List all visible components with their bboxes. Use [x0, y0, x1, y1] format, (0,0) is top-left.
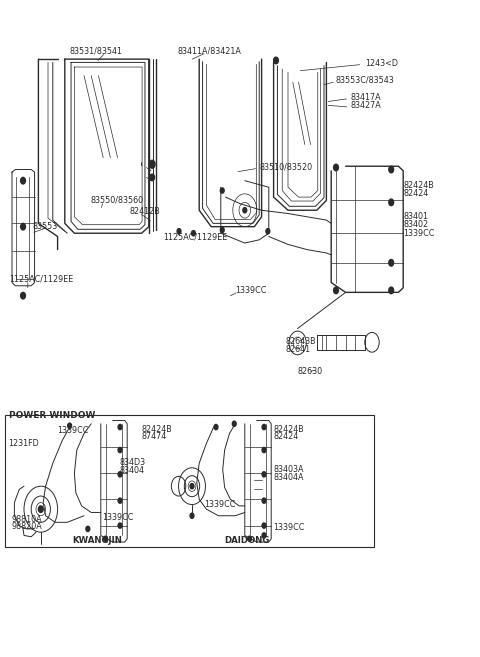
Text: 83550/83560: 83550/83560 — [90, 195, 144, 204]
Text: 98810A: 98810A — [12, 514, 43, 524]
Text: 1125AC/1129EE: 1125AC/1129EE — [163, 232, 228, 241]
Text: 82424B: 82424B — [403, 181, 434, 190]
Circle shape — [220, 227, 224, 233]
Text: 1339CC: 1339CC — [403, 229, 434, 238]
Circle shape — [118, 447, 122, 453]
Circle shape — [389, 260, 394, 266]
Text: 83404: 83404 — [119, 466, 144, 475]
Text: 82630: 82630 — [298, 367, 323, 376]
Text: 83401: 83401 — [403, 212, 428, 221]
Circle shape — [21, 292, 25, 299]
Circle shape — [118, 472, 122, 477]
Circle shape — [38, 506, 43, 512]
Circle shape — [262, 424, 266, 430]
Circle shape — [262, 472, 266, 477]
Text: 83417A: 83417A — [350, 93, 381, 102]
Text: 1125AC/1129EE: 1125AC/1129EE — [10, 274, 74, 283]
Circle shape — [248, 536, 252, 541]
Circle shape — [334, 287, 338, 294]
Circle shape — [86, 526, 90, 532]
Circle shape — [389, 199, 394, 206]
Text: 1339CC: 1339CC — [204, 500, 235, 509]
Text: 1339CC: 1339CC — [102, 513, 133, 522]
Circle shape — [21, 177, 25, 184]
Text: 82424: 82424 — [274, 432, 299, 442]
Text: DAIDONG: DAIDONG — [225, 535, 270, 545]
Text: 83404A: 83404A — [274, 473, 304, 482]
Circle shape — [262, 498, 266, 503]
Text: 1243<D: 1243<D — [365, 59, 398, 68]
Circle shape — [389, 166, 394, 173]
Text: POWER WINDOW: POWER WINDOW — [9, 411, 95, 420]
Circle shape — [262, 533, 266, 538]
Circle shape — [220, 188, 224, 193]
Circle shape — [149, 160, 155, 168]
Circle shape — [262, 523, 266, 528]
Text: 87474: 87474 — [142, 432, 167, 442]
Text: 82424: 82424 — [403, 189, 429, 198]
Text: 1231FD: 1231FD — [9, 439, 39, 448]
Text: 82424B: 82424B — [274, 424, 304, 434]
Circle shape — [104, 536, 108, 541]
Text: KWANGJIN: KWANGJIN — [72, 535, 122, 545]
Text: 834D3: 834D3 — [119, 458, 145, 467]
Text: 83553: 83553 — [33, 222, 58, 231]
Text: 82643B: 82643B — [286, 337, 316, 346]
Circle shape — [150, 174, 155, 181]
Circle shape — [262, 447, 266, 453]
Circle shape — [21, 223, 25, 230]
Text: 83531/83541: 83531/83541 — [70, 47, 122, 56]
Text: 83402: 83402 — [403, 220, 428, 229]
Circle shape — [243, 208, 247, 213]
Text: 1339CC: 1339CC — [235, 286, 266, 295]
Text: 83427A: 83427A — [350, 101, 381, 110]
Circle shape — [232, 421, 236, 426]
Text: 83403A: 83403A — [274, 465, 304, 474]
Circle shape — [192, 231, 195, 236]
Bar — [5, 415, 374, 547]
Text: 1339CC: 1339CC — [58, 426, 89, 435]
Circle shape — [190, 513, 194, 518]
Circle shape — [266, 229, 270, 234]
Text: 83411A/83421A: 83411A/83421A — [178, 47, 241, 56]
Text: 82424B: 82424B — [142, 424, 172, 434]
Circle shape — [177, 229, 181, 234]
Circle shape — [274, 57, 278, 64]
Text: 98820A: 98820A — [12, 522, 43, 532]
Text: 1339CC: 1339CC — [274, 523, 305, 532]
Text: 82641: 82641 — [286, 345, 311, 354]
Circle shape — [214, 424, 218, 430]
Text: 82412B: 82412B — [130, 207, 160, 216]
Circle shape — [190, 484, 194, 489]
Text: 83553C/83543: 83553C/83543 — [336, 76, 395, 85]
Circle shape — [334, 164, 338, 171]
Circle shape — [118, 523, 122, 528]
Circle shape — [118, 498, 122, 503]
Circle shape — [68, 423, 72, 428]
Text: 83510/83520: 83510/83520 — [259, 162, 312, 171]
Circle shape — [118, 424, 122, 430]
Circle shape — [389, 287, 394, 294]
